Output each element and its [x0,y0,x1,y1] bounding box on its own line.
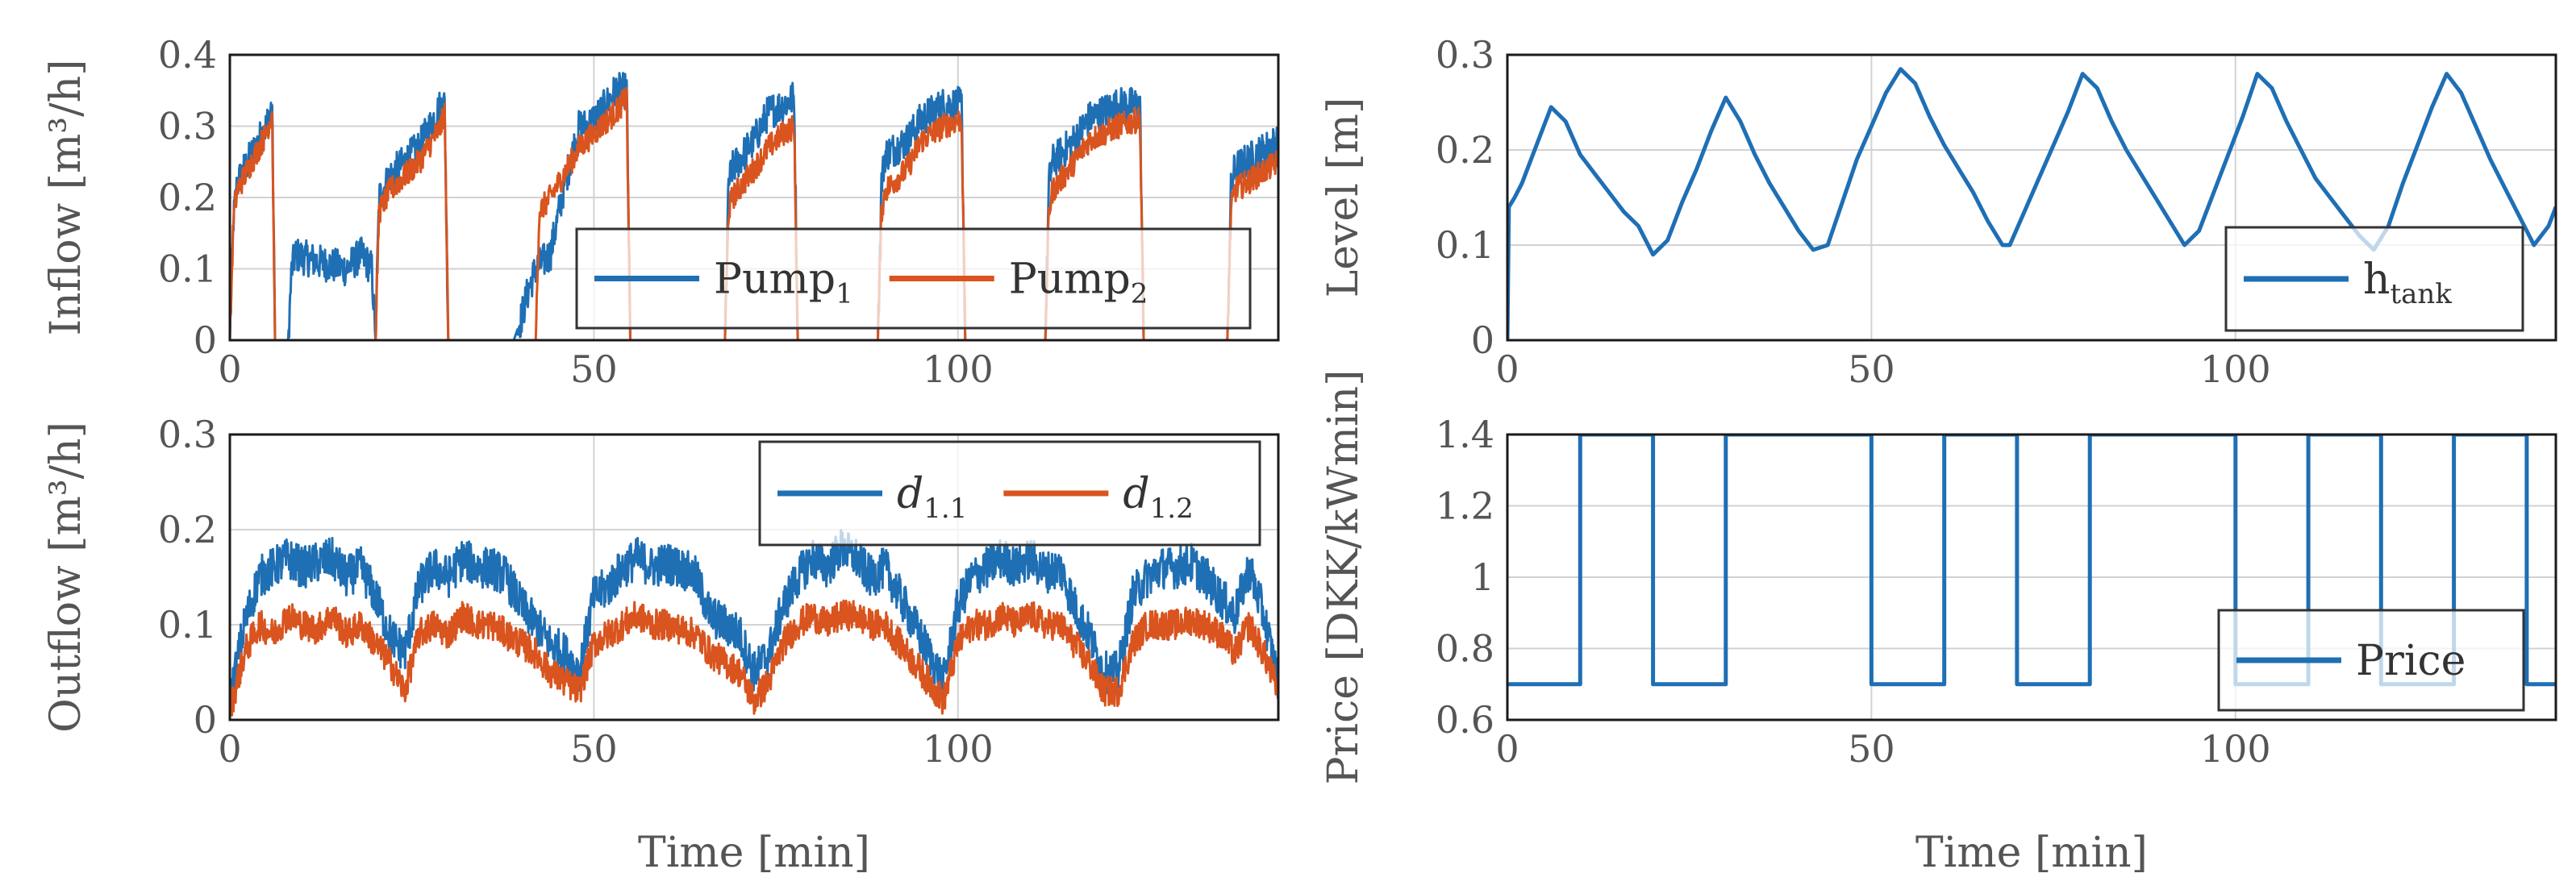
legend-inflow: Pump1 Pump2 [575,227,1252,330]
x-axis-label: Time [min] [638,829,870,877]
x-tick-label: 50 [1848,727,1895,771]
x-tick-label: 0 [218,347,241,391]
series-line-inflow-2 [230,86,1278,340]
x-tick-label: 100 [923,347,994,391]
y-tick-label: 0.3 [158,413,217,456]
y-tick-label: 0.2 [1436,128,1494,172]
x-tick-label: 100 [2200,727,2271,771]
chart-price: 0 50 100 0.6 0.8 1 1.2 1.4 Price [DKK/kWmin] Time… [1319,370,2557,877]
chart-outflow: 0 50 100 0 0.1 0.2 0.3 Outflow [m³/h] Time [min]… [42,413,1280,877]
x-tick-label: 0 [218,727,241,771]
legend-outflow: d1.1 d1.2 [758,440,1261,547]
y-tick-label: 0 [1471,318,1494,362]
y-tick-label: 0.2 [158,176,217,219]
chart-level: 0 50 100 0 0.1 0.2 0.3 Level [m] htank [1319,33,2557,391]
y-tick-label: 0.8 [1436,627,1494,671]
y-tick-label: 0.3 [158,105,217,148]
plot-frame [1506,53,2557,342]
x-tick-label: 50 [570,347,618,391]
series-line-inflow-1 [230,72,1278,340]
legend-label: d1.2 [1123,470,1193,525]
x-tick-label: 50 [570,727,618,771]
y-tick-label: 0 [194,698,217,742]
y-tick-label: 0.1 [1436,223,1494,267]
x-tick-label: 0 [1495,347,1519,391]
y-axis-label: Level [m] [1319,98,1368,298]
x-tick-label: 100 [923,727,994,771]
y-tick-label: 0.1 [158,247,217,291]
legend-level: htank [2224,226,2524,332]
y-tick-label: 0.4 [158,33,217,77]
y-tick-label: 0.2 [158,508,217,551]
y-tick-label: 0.6 [1436,698,1494,742]
legend-label: Pump1 [714,256,853,310]
series-line-outflow-2 [230,599,1278,717]
y-tick-label: 1 [1471,555,1494,599]
legend-label: htank [2363,256,2452,310]
x-tick-label: 0 [1495,727,1519,771]
y-tick-label: 0.1 [158,603,217,647]
y-axis-label: Price [DKK/kWmin] [1319,370,1368,785]
plot-frame [1506,433,2557,721]
y-tick-label: 0.3 [1436,33,1494,77]
legend-label: d1.1 [897,470,967,525]
x-tick-label: 50 [1848,347,1895,391]
x-axis-label: Time [min] [1915,829,2148,877]
y-tick-label: 0 [194,318,217,362]
legend-label: Price [2356,637,2466,685]
y-axis-label: Inflow [m³/h] [42,60,90,336]
y-tick-label: 1.4 [1436,413,1494,456]
plot-frame [228,53,1280,342]
x-tick-label: 100 [2200,347,2271,391]
y-axis-label: Outflow [m³/h] [42,422,90,733]
legend-label: Pump2 [1009,256,1148,310]
y-tick-label: 1.2 [1436,484,1494,528]
plot-frame [228,433,1280,721]
legend-price: Price [2217,609,2525,712]
